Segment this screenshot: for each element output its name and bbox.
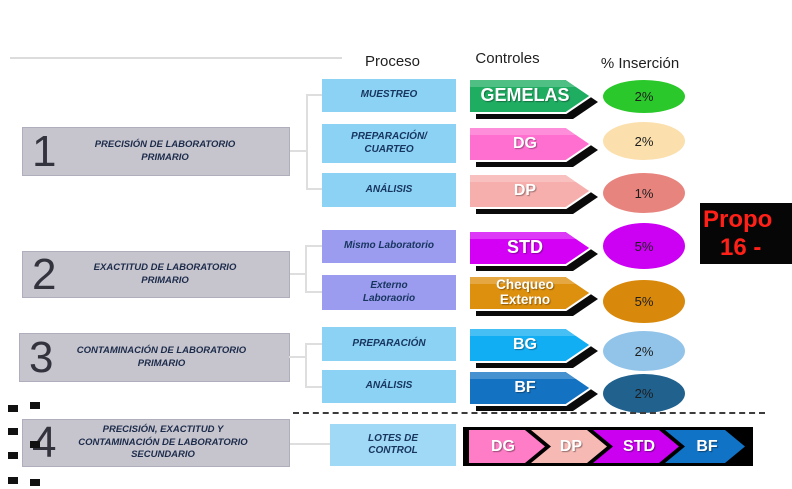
control-arrow-gemelas: GEMELAS [468, 77, 600, 121]
column-header-insercion: % Inserción [600, 55, 680, 72]
note-line-1: Propo [703, 205, 773, 233]
dash-mark [8, 452, 18, 459]
process-box-externo-laboratorio: Externo Laboraorio [322, 275, 456, 310]
insertion-ellipse-bf: 2% [603, 374, 685, 413]
control-label: Chequeo Externo [496, 277, 554, 307]
process-box-muestreo: MUESTREO [322, 79, 456, 112]
connector-line [306, 94, 308, 190]
dash-mark [8, 405, 18, 412]
control-label: BG [513, 336, 537, 354]
control-arrow-std: STD [468, 229, 600, 273]
arrow-shape [468, 275, 598, 316]
arrow-shape [468, 370, 598, 411]
connector-line [305, 343, 307, 388]
process-box-analisis-1: ANÁLISIS [322, 173, 456, 207]
control-arrow-bf: BF [468, 369, 600, 413]
control-label: BF [514, 379, 536, 397]
connector-line [306, 188, 322, 190]
note-line-2: 16 - [720, 233, 762, 261]
process-box-preparacion-cuarteo: PREPARACIÓN/ CUARTEO [322, 124, 456, 163]
insertion-ellipse-dg: 2% [603, 122, 685, 160]
connector-line [305, 343, 322, 345]
section-number-1: 1 [32, 126, 57, 176]
section-box-3: 3 CONTAMINACIÓN DE LABORATORIO PRIMARIO [19, 333, 290, 382]
connector-line [290, 150, 307, 152]
arrow-shape [468, 327, 598, 368]
section-box-1: 1 PRECISIÓN DE LABORATORIO PRIMARIO [22, 127, 290, 176]
chevron-label-std: STD [623, 437, 655, 455]
chevron-shapes [469, 430, 745, 463]
insertion-ellipse-std: 5% [603, 223, 685, 269]
insertion-ellipse-dp: 1% [603, 173, 685, 213]
insertion-ellipse-chequeo: 5% [603, 280, 685, 323]
arrow-shape [468, 78, 598, 119]
control-chevron-strip: DG DP STD BF [463, 427, 753, 466]
header-divider-line [10, 57, 342, 59]
connector-line [305, 291, 322, 293]
connector-line [305, 386, 322, 388]
dash-mark [30, 441, 40, 448]
dashed-separator [293, 412, 765, 414]
process-box-preparacion: PREPARACIÓN [322, 327, 456, 361]
connector-line [305, 245, 307, 293]
connector-line [306, 94, 322, 96]
control-label: STD [507, 237, 543, 258]
note-overlay: Propo 16 - [700, 203, 792, 264]
connector-line [305, 245, 322, 247]
process-box-lotes-de-control: LOTES DE CONTROL [330, 424, 456, 466]
chevron-label-dg: DG [491, 437, 515, 455]
control-arrow-bg: BG [468, 326, 600, 370]
section-number-3: 3 [29, 332, 54, 382]
section-title-2: EXACTITUD DE LABORATORIO PRIMARIO [93, 262, 237, 286]
arrow-shape [468, 230, 598, 271]
section-title-4: PRECISIÓN, EXACTITUD Y CONTAMINACIÓN DE … [78, 424, 248, 461]
column-header-proceso: Proceso [364, 53, 421, 70]
section-title-3: CONTAMINACIÓN DE LABORATORIO PRIMARIO [76, 345, 247, 369]
control-label: GEMELAS [480, 85, 570, 106]
control-label: DP [513, 182, 537, 200]
section-box-2: 2 EXACTITUD DE LABORATORIO PRIMARIO [22, 251, 290, 298]
control-label: DG [513, 135, 537, 153]
insertion-ellipse-gemelas: 2% [603, 80, 685, 113]
control-arrow-dp: DP [468, 172, 600, 216]
column-header-controles: Controles [475, 50, 540, 67]
connector-line [290, 443, 330, 445]
section-number-2: 2 [32, 249, 57, 299]
dash-mark [30, 402, 40, 409]
control-arrow-chequeo-externo: Chequeo Externo [468, 274, 600, 318]
dash-mark [8, 428, 18, 435]
connector-line [290, 273, 306, 275]
chevron-label-bf: BF [696, 437, 718, 455]
arrow-shape [468, 126, 598, 167]
connector-line [289, 356, 306, 358]
arrow-shape [468, 173, 598, 214]
section-title-1: PRECISIÓN DE LABORATORIO PRIMARIO [94, 139, 236, 163]
section-box-4: 4 PRECISIÓN, EXACTITUD Y CONTAMINACIÓN D… [22, 419, 290, 467]
process-box-analisis-2: ANÁLISIS [322, 370, 456, 403]
process-box-mismo-laboratorio: Mismo Laboratorio [322, 230, 456, 263]
dash-mark [30, 479, 40, 486]
dash-mark [8, 477, 18, 484]
chevron-label-dp: DP [559, 437, 583, 455]
insertion-ellipse-bg: 2% [603, 331, 685, 371]
control-arrow-dg: DG [468, 125, 600, 169]
